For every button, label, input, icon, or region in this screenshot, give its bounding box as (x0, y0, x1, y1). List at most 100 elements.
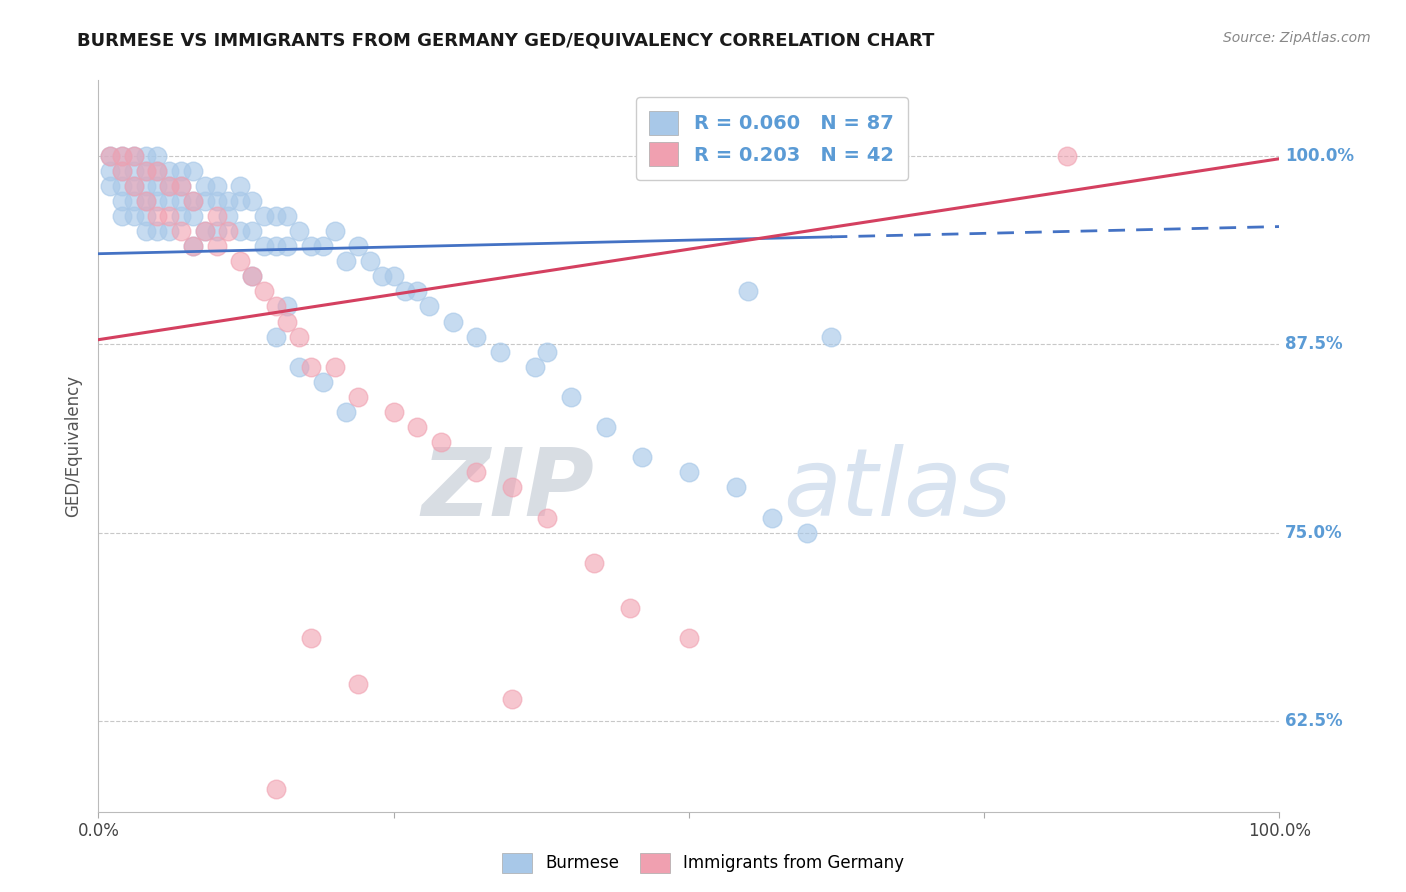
Text: ZIP: ZIP (422, 444, 595, 536)
Point (111, 163, 134, 178)
Point (595, 420, 617, 434)
Point (276, 239, 298, 253)
Point (288, 329, 311, 343)
Point (312, 239, 335, 253)
Point (157, 178, 180, 193)
Point (111, 163, 134, 178)
Point (205, 178, 228, 193)
Point (194, 224, 217, 238)
Point (135, 163, 157, 178)
Point (217, 209, 239, 223)
Point (725, 480, 748, 494)
Point (181, 194, 204, 208)
Point (217, 224, 239, 238)
Point (761, 510, 783, 524)
Point (181, 209, 204, 223)
Point (323, 359, 346, 374)
Point (820, 329, 842, 343)
Point (253, 209, 276, 223)
Point (276, 300, 298, 314)
Point (276, 315, 298, 329)
Point (737, 285, 759, 299)
Point (122, 149, 145, 163)
Point (122, 149, 145, 163)
Point (170, 209, 193, 223)
Point (146, 163, 169, 178)
Point (157, 194, 180, 208)
Point (264, 239, 287, 253)
Point (335, 405, 357, 419)
Point (312, 375, 335, 389)
Point (98, 149, 121, 163)
Point (382, 269, 405, 284)
Point (135, 224, 157, 238)
Point (678, 466, 700, 480)
Text: Source: ZipAtlas.com: Source: ZipAtlas.com (1223, 31, 1371, 45)
Point (135, 194, 157, 208)
Point (253, 285, 276, 299)
Point (489, 344, 512, 359)
Point (135, 194, 157, 208)
Point (264, 300, 287, 314)
Text: 62.5%: 62.5% (1285, 712, 1343, 731)
Point (157, 224, 180, 238)
Point (536, 344, 558, 359)
Point (583, 556, 606, 570)
Legend: Burmese, Immigrants from Germany: Burmese, Immigrants from Germany (495, 847, 911, 880)
Text: atlas: atlas (783, 444, 1012, 535)
Point (394, 285, 416, 299)
Point (146, 163, 169, 178)
Point (205, 224, 228, 238)
Point (170, 178, 193, 193)
Point (181, 194, 204, 208)
Point (299, 239, 322, 253)
Point (299, 632, 322, 646)
Point (299, 359, 322, 374)
Point (335, 254, 357, 268)
Point (194, 224, 217, 238)
Point (288, 359, 311, 374)
Point (630, 450, 652, 465)
Point (240, 269, 263, 284)
Point (288, 224, 311, 238)
Point (524, 359, 547, 374)
Text: 100.0%: 100.0% (1285, 146, 1354, 165)
Point (111, 149, 134, 163)
Point (205, 194, 228, 208)
Point (205, 239, 228, 253)
Point (135, 209, 157, 223)
Point (122, 178, 145, 193)
Point (98, 149, 121, 163)
Point (240, 224, 263, 238)
Point (122, 163, 145, 178)
Point (501, 691, 523, 706)
Point (170, 163, 193, 178)
Point (430, 435, 453, 450)
Text: BURMESE VS IMMIGRANTS FROM GERMANY GED/EQUIVALENCY CORRELATION CHART: BURMESE VS IMMIGRANTS FROM GERMANY GED/E… (77, 31, 935, 49)
Y-axis label: GED/Equivalency: GED/Equivalency (65, 375, 83, 517)
Point (229, 194, 252, 208)
Point (135, 178, 157, 193)
Point (406, 420, 429, 434)
Point (264, 209, 287, 223)
Point (111, 178, 134, 193)
Point (217, 194, 239, 208)
Point (146, 149, 169, 163)
Point (229, 254, 252, 268)
Point (264, 782, 287, 797)
Point (135, 149, 157, 163)
Point (146, 194, 169, 208)
Point (98, 163, 121, 178)
Point (170, 194, 193, 208)
Point (1056, 149, 1078, 163)
Point (253, 239, 276, 253)
Point (560, 390, 582, 404)
Point (229, 224, 252, 238)
Point (146, 224, 169, 238)
Point (501, 480, 523, 494)
Point (796, 525, 818, 540)
Point (264, 329, 287, 343)
Point (678, 632, 700, 646)
Point (229, 178, 252, 193)
Point (441, 315, 464, 329)
